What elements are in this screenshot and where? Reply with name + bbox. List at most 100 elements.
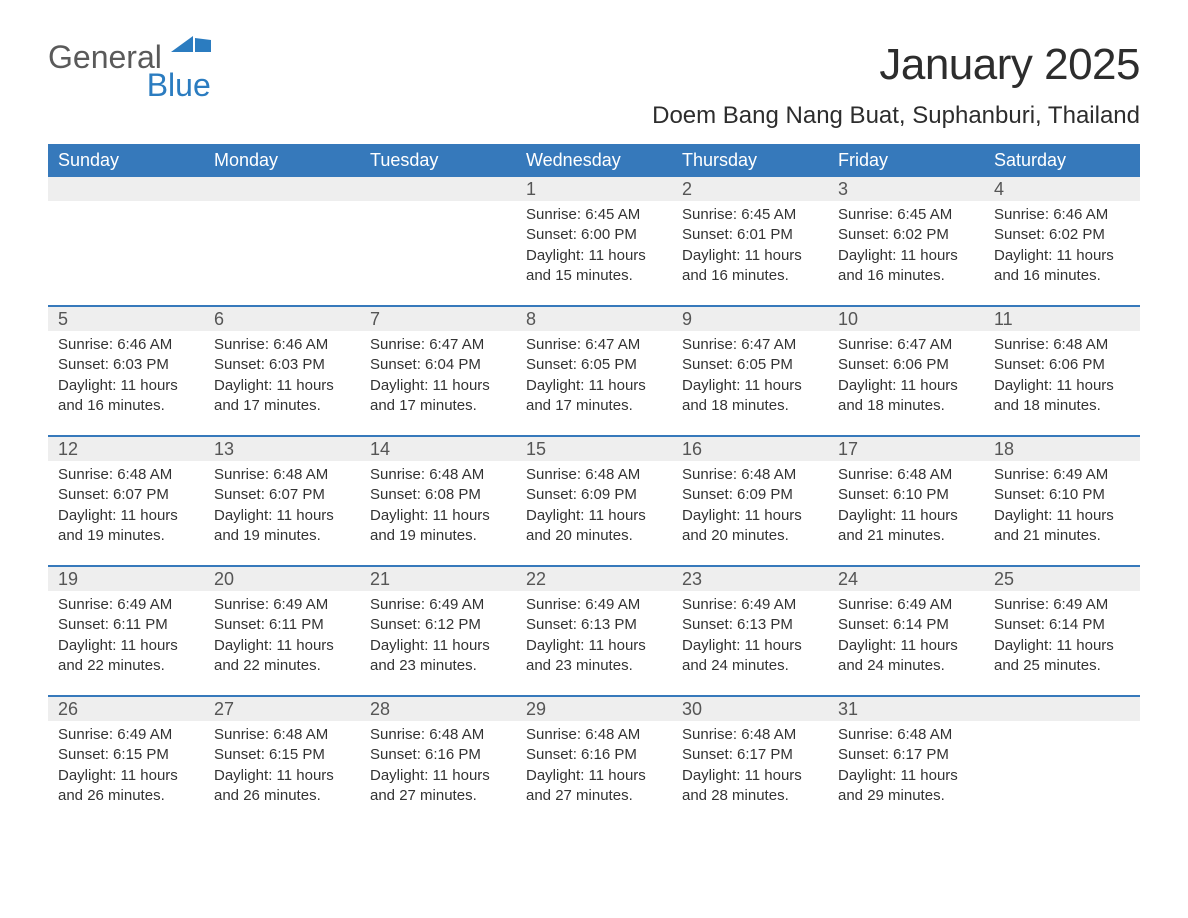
- calendar-cell: 16Sunrise: 6:48 AMSunset: 6:09 PMDayligh…: [672, 437, 828, 565]
- day-data: Sunrise: 6:48 AMSunset: 6:07 PMDaylight:…: [48, 461, 204, 556]
- sunrise-value: 6:48 AM: [425, 466, 484, 483]
- sunrise-label: Sunrise:: [682, 336, 737, 353]
- sunrise-label: Sunrise:: [994, 466, 1049, 483]
- sunrise-line: Sunrise: 6:49 AM: [526, 595, 662, 615]
- sunrise-value: 6:49 AM: [1049, 466, 1108, 483]
- day-data: Sunrise: 6:45 AMSunset: 6:00 PMDaylight:…: [516, 201, 672, 296]
- sunrise-label: Sunrise:: [58, 336, 113, 353]
- week-row: 1Sunrise: 6:45 AMSunset: 6:00 PMDaylight…: [48, 177, 1140, 305]
- day-number: 10: [828, 307, 984, 331]
- day-header: Saturday: [984, 144, 1140, 177]
- sunset-value: 6:10 PM: [889, 486, 949, 503]
- sunset-line: Sunset: 6:12 PM: [370, 615, 506, 635]
- day-number: 20: [204, 567, 360, 591]
- sunrise-label: Sunrise:: [214, 336, 269, 353]
- day-number: 27: [204, 697, 360, 721]
- day-data: Sunrise: 6:48 AMSunset: 6:09 PMDaylight:…: [672, 461, 828, 556]
- calendar-cell: 27 Sunrise: 6:48 AMSunset: 6:15 PMDayligh…: [204, 697, 360, 825]
- header: General Blue January 2025 Doem Bang Nang…: [48, 40, 1140, 130]
- sunrise-line: Sunrise: 6:45 AM: [682, 205, 818, 225]
- week-row: 19Sunrise: 6:49 AMSunset: 6:11 PMDayligh…: [48, 565, 1140, 695]
- sunset-line: Sunset: 6:02 PM: [838, 225, 974, 245]
- sunrise-label: Sunrise:: [214, 596, 269, 613]
- day-data: Sunrise: 6:49 AMSunset: 6:14 PMDaylight:…: [828, 591, 984, 686]
- sunrise-label: Sunrise:: [838, 726, 893, 743]
- sunrise-line: Sunrise: 6:48 AM: [838, 465, 974, 485]
- sunset-label: Sunset:: [526, 616, 577, 633]
- daylight-label: Daylight:: [682, 637, 740, 654]
- calendar-cell: 10 Sunrise: 6:47 AM Sunset: 6:06 PM Dayligh…: [828, 307, 984, 435]
- sunset-label: Sunset:: [526, 746, 577, 763]
- day-number: 21: [360, 567, 516, 591]
- daylight-label: Daylight:: [682, 767, 740, 784]
- sunset-label: Sunset:: [370, 486, 421, 503]
- sunset-line: Sunset: 6:07 PM: [58, 485, 194, 505]
- sunrise-line: Sunrise: 6:49 AM: [214, 595, 350, 615]
- sunset-line: Sunset: 6:06 PM: [994, 355, 1130, 375]
- sunset-line: Sunset: 6:01 PM: [682, 225, 818, 245]
- sunrise-label: Sunrise:: [370, 596, 425, 613]
- sunrise-value: 6:45 AM: [581, 206, 640, 223]
- day-number: 19: [48, 567, 204, 591]
- day-number: 23: [672, 567, 828, 591]
- sunrise-label: Sunrise:: [682, 206, 737, 223]
- sunset-label: Sunset:: [370, 616, 421, 633]
- daylight-line: Daylight: 11 hours and 26 minutes.: [214, 766, 350, 807]
- sunrise-line: Sunrise: 6:48 AM: [214, 725, 350, 745]
- sunrise-label: Sunrise:: [58, 596, 113, 613]
- day-data: Sunrise: 6:45 AMSunset: 6:02 PMDaylight:…: [828, 201, 984, 296]
- day-number: 22: [516, 567, 672, 591]
- sunset-label: Sunset:: [994, 616, 1045, 633]
- sunset-value: 6:15 PM: [109, 746, 169, 763]
- sunrise-line: Sunrise: 6:48 AM: [370, 465, 506, 485]
- sunset-value: 6:14 PM: [889, 616, 949, 633]
- sunset-label: Sunset:: [682, 746, 733, 763]
- sunset-label: Sunset:: [526, 356, 577, 373]
- sunrise-line: Sunrise: 6:49 AM: [682, 595, 818, 615]
- sunrise-value: 6:45 AM: [893, 206, 952, 223]
- calendar-cell: 26Sunrise: 6:49 AMSunset: 6:15 PMDayligh…: [48, 697, 204, 825]
- sunset-line: Sunset: 6:04 PM: [370, 355, 506, 375]
- daylight-label: Daylight:: [838, 377, 896, 394]
- daylight-line: Daylight: 11 hours and 29 minutes.: [838, 766, 974, 807]
- logo-text: General Blue: [48, 40, 211, 101]
- sunrise-label: Sunrise:: [682, 466, 737, 483]
- sunset-value: 6:09 PM: [733, 486, 793, 503]
- daylight-label: Daylight:: [370, 377, 428, 394]
- day-data: Sunrise: 6:48 AMSunset: 6:08 PMDaylight:…: [360, 461, 516, 556]
- sunset-line: Sunset: 6:14 PM: [994, 615, 1130, 635]
- sunset-label: Sunset:: [994, 486, 1045, 503]
- sunset-label: Sunset:: [838, 616, 889, 633]
- sunset-line: Sunset: 6:05 PM: [682, 355, 818, 375]
- sunset-line: Sunset: 6:10 PM: [994, 485, 1130, 505]
- calendar-cell: 25Sunrise: 6:49 AMSunset: 6:14 PMDayligh…: [984, 567, 1140, 695]
- sunset-label: Sunset:: [838, 226, 889, 243]
- sunset-line: Sunset: 6:15 PM: [214, 745, 350, 765]
- daylight-label: Daylight:: [58, 767, 116, 784]
- sunset-value: 6:06 PM: [1045, 356, 1105, 373]
- daylight-label: Daylight:: [838, 507, 896, 524]
- day-number: 4: [984, 177, 1140, 201]
- sunset-value: 6:16 PM: [577, 746, 637, 763]
- sunrise-value: 6:47 AM: [581, 336, 640, 353]
- sunrise-label: Sunrise:: [370, 336, 425, 353]
- day-data: Sunrise: 6:49 AMSunset: 6:10 PMDaylight:…: [984, 461, 1140, 556]
- sunrise-line: Sunrise: 6:48 AM: [526, 465, 662, 485]
- day-data: Sunrise: 6:49 AMSunset: 6:12 PMDaylight:…: [360, 591, 516, 686]
- daylight-label: Daylight:: [682, 507, 740, 524]
- sunrise-label: Sunrise:: [838, 336, 893, 353]
- sunrise-label: Sunrise:: [682, 726, 737, 743]
- daylight-line: Daylight: 11 hours and 19 minutes.: [58, 506, 194, 547]
- daylight-label: Daylight:: [370, 507, 428, 524]
- sunrise-value: 6:47 AM: [893, 336, 952, 353]
- day-number: [984, 697, 1140, 721]
- daylight-line: Daylight: 11 hours and 25 minutes.: [994, 636, 1130, 677]
- daylight-line: Daylight: 11 hours and 15 minutes.: [526, 246, 662, 287]
- sunrise-value: 6:48 AM: [581, 466, 640, 483]
- calendar-cell: 5Sunrise: 6:46 AMSunset: 6:03 PMDaylight…: [48, 307, 204, 435]
- daylight-label: Daylight:: [214, 507, 272, 524]
- sunrise-line: Sunrise: 6:48 AM: [214, 465, 350, 485]
- sunrise-label: Sunrise:: [994, 206, 1049, 223]
- day-data: Sunrise: 6:48 AMSunset: 6:07 PMDaylight:…: [204, 461, 360, 556]
- sunset-line: Sunset: 6:06 PM: [838, 355, 974, 375]
